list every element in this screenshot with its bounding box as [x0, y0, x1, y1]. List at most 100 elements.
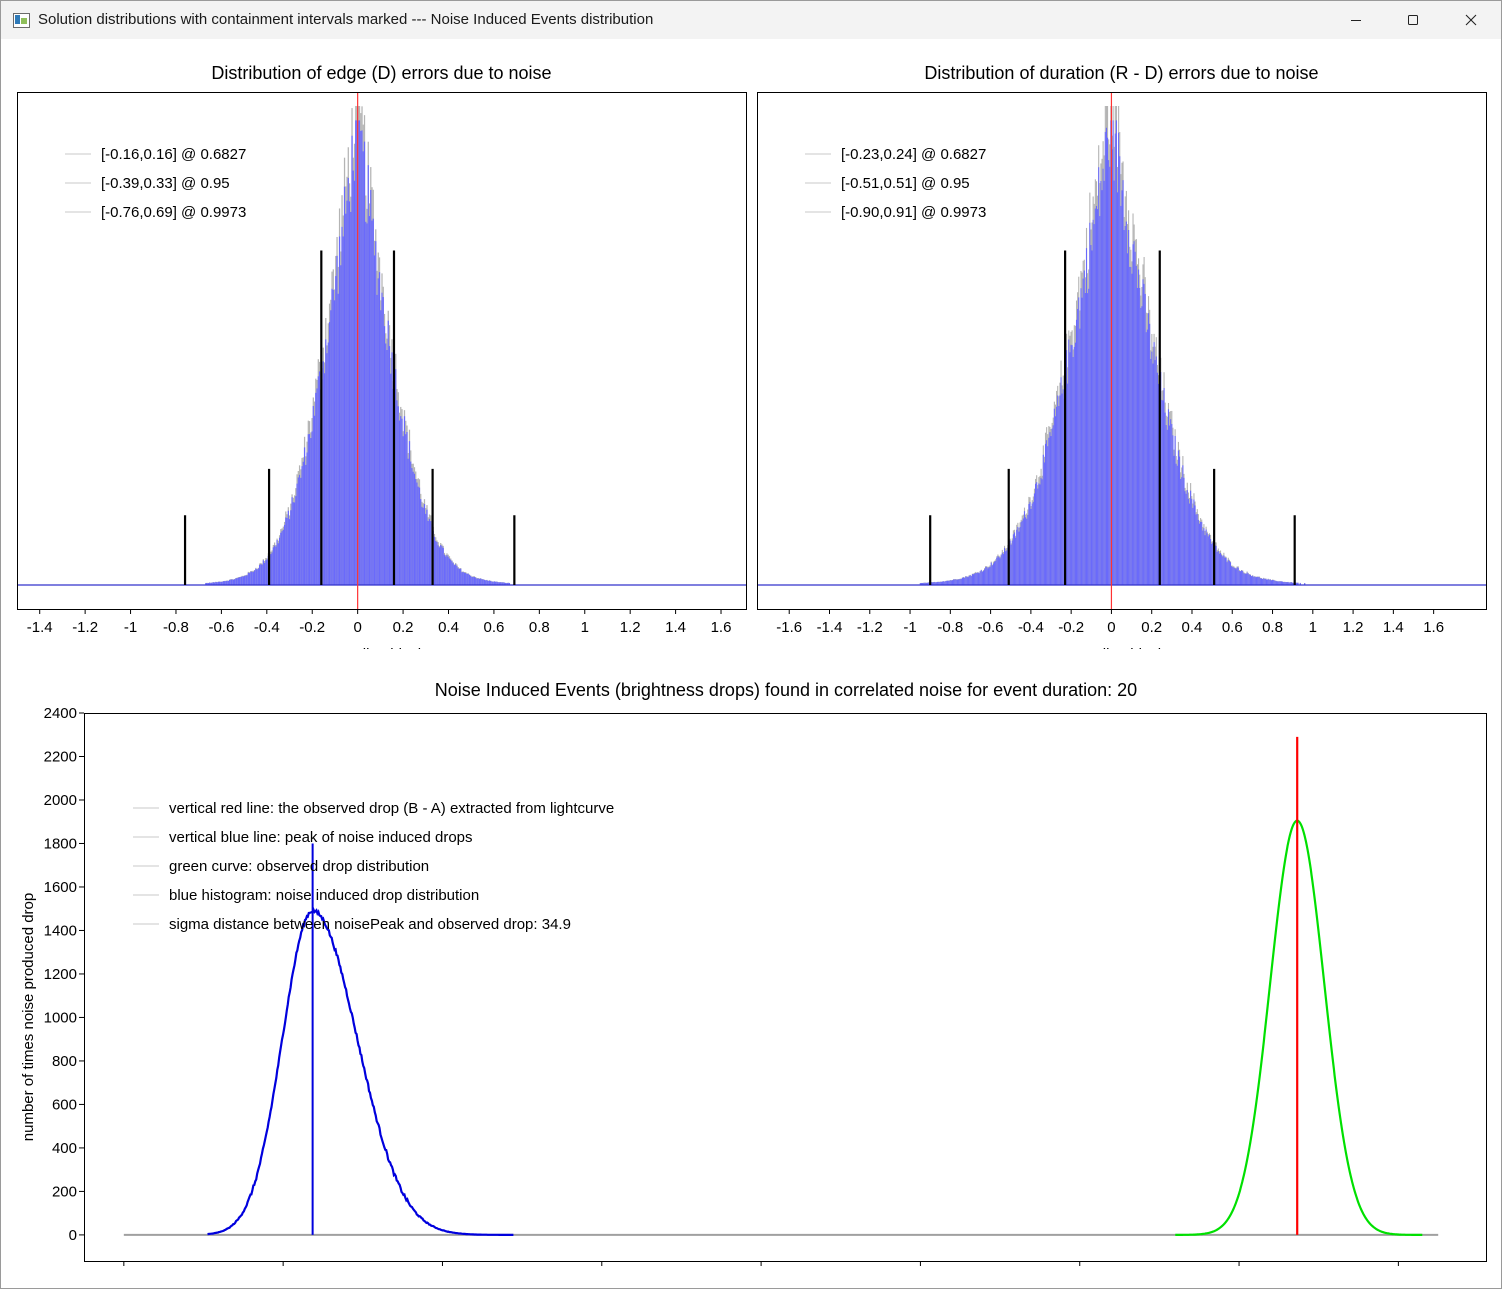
x-tick-label: 1.6 [1423, 619, 1444, 636]
histogram-bar [990, 562, 992, 585]
observed-drop-curve [1175, 819, 1423, 1236]
histogram-bar [243, 575, 246, 585]
histogram-bar [282, 529, 284, 585]
histogram-bar [467, 573, 469, 585]
histogram-bar [224, 581, 226, 585]
histogram-bar [233, 579, 236, 585]
maximize-button[interactable] [1383, 1, 1443, 39]
histogram-bar [1046, 440, 1048, 585]
histogram-bar [939, 581, 941, 585]
y-tick-label: 2000 [44, 792, 77, 809]
close-button[interactable] [1441, 1, 1501, 39]
histogram-bar [1192, 507, 1194, 585]
histogram-bar [422, 507, 424, 585]
histogram-bar [1005, 551, 1007, 585]
histogram-bar [1262, 578, 1264, 585]
histogram-bar [1033, 493, 1036, 585]
edge-error-chart: Distribution of edge (D) errors due to n… [17, 63, 747, 649]
histogram-bar [1147, 313, 1150, 585]
histogram-bar [290, 510, 292, 585]
histogram-bar [1062, 389, 1064, 585]
histogram-bar [253, 570, 256, 585]
histogram-bar [1010, 544, 1012, 585]
histogram-bar [1032, 501, 1034, 585]
histogram-bar [1183, 477, 1185, 585]
histogram-bar [1145, 332, 1147, 585]
histogram-bar [430, 521, 432, 585]
histogram-bar [1097, 209, 1099, 585]
histogram-bar [397, 406, 399, 585]
histogram-bar [481, 579, 483, 585]
histogram-bar [258, 564, 261, 585]
histogram-bar [1162, 400, 1164, 585]
histogram-bar [230, 579, 232, 585]
y-tick-label: 800 [52, 1053, 77, 1070]
histogram-bar [415, 479, 417, 585]
histogram-bar [986, 566, 988, 585]
histogram-bar [1196, 513, 1198, 585]
histogram-bar [934, 581, 936, 585]
histogram-bar [306, 452, 308, 585]
x-tick-label: -0.4 [1018, 619, 1044, 636]
histogram-bar [1163, 387, 1165, 585]
histogram-bar [1056, 406, 1058, 585]
histogram-bar [1019, 526, 1021, 585]
histogram-bar [1048, 437, 1050, 585]
histogram-bar [1280, 581, 1283, 585]
histogram-bar [498, 582, 501, 585]
histogram-bar [381, 292, 383, 585]
histogram-bar [418, 487, 421, 585]
histogram-bar [927, 582, 929, 585]
y-tick-label: 1600 [44, 879, 77, 896]
histogram-bar [451, 561, 453, 585]
histogram-bar [336, 255, 338, 586]
histogram-bar [350, 211, 352, 585]
histogram-bar [307, 434, 309, 585]
histogram-bar [1144, 293, 1146, 585]
histogram-bar [1079, 328, 1081, 585]
histogram-bar [966, 576, 968, 585]
histogram-bar [476, 578, 478, 585]
histogram-bar [292, 502, 294, 585]
histogram-bar [247, 572, 249, 585]
histogram-bar [263, 562, 266, 585]
histogram-bar [225, 581, 227, 585]
histogram-bar [1268, 579, 1270, 585]
histogram-bar [1123, 230, 1125, 585]
histogram-bar [1208, 534, 1211, 585]
histogram-bar [1070, 344, 1072, 585]
histogram-bar [326, 353, 328, 585]
histogram-bar [1284, 581, 1286, 585]
histogram-bar [963, 577, 965, 585]
histogram-bar [278, 537, 281, 585]
x-tick-label: -0.4 [254, 619, 280, 636]
histogram-bar [1020, 521, 1022, 585]
histogram-bar [977, 572, 979, 585]
histogram-bar [1022, 518, 1024, 585]
histogram-bar [341, 226, 343, 585]
x-tick-label: 0.2 [393, 619, 414, 636]
histogram-bar [217, 581, 220, 585]
histogram-bar [357, 120, 359, 586]
y-tick-label: 200 [52, 1183, 77, 1200]
histogram-bar [1236, 567, 1238, 585]
histogram-bar [1203, 528, 1205, 585]
histogram-bar [1152, 363, 1154, 585]
histogram-bar [1297, 582, 1299, 585]
histogram-bar [416, 482, 418, 585]
histogram-bar [1165, 425, 1167, 585]
histogram-bar [1287, 582, 1289, 585]
histogram-bar [1174, 435, 1176, 585]
legend-entry: [-0.51,0.51] @ 0.95 [841, 175, 970, 192]
histogram-bar [471, 576, 473, 585]
histogram-bar [485, 580, 487, 585]
histogram-bar [940, 581, 942, 585]
legend-entry: [-0.90,0.91] @ 0.9973 [841, 204, 986, 221]
title-bar[interactable]: Solution distributions with containment … [1, 1, 1501, 39]
histogram-bar [1263, 578, 1265, 585]
histogram-bar [1012, 534, 1014, 585]
histogram-bar [997, 556, 999, 585]
minimize-button[interactable] [1326, 1, 1386, 39]
histogram-bar [1066, 350, 1068, 585]
histogram-bar [210, 582, 212, 585]
